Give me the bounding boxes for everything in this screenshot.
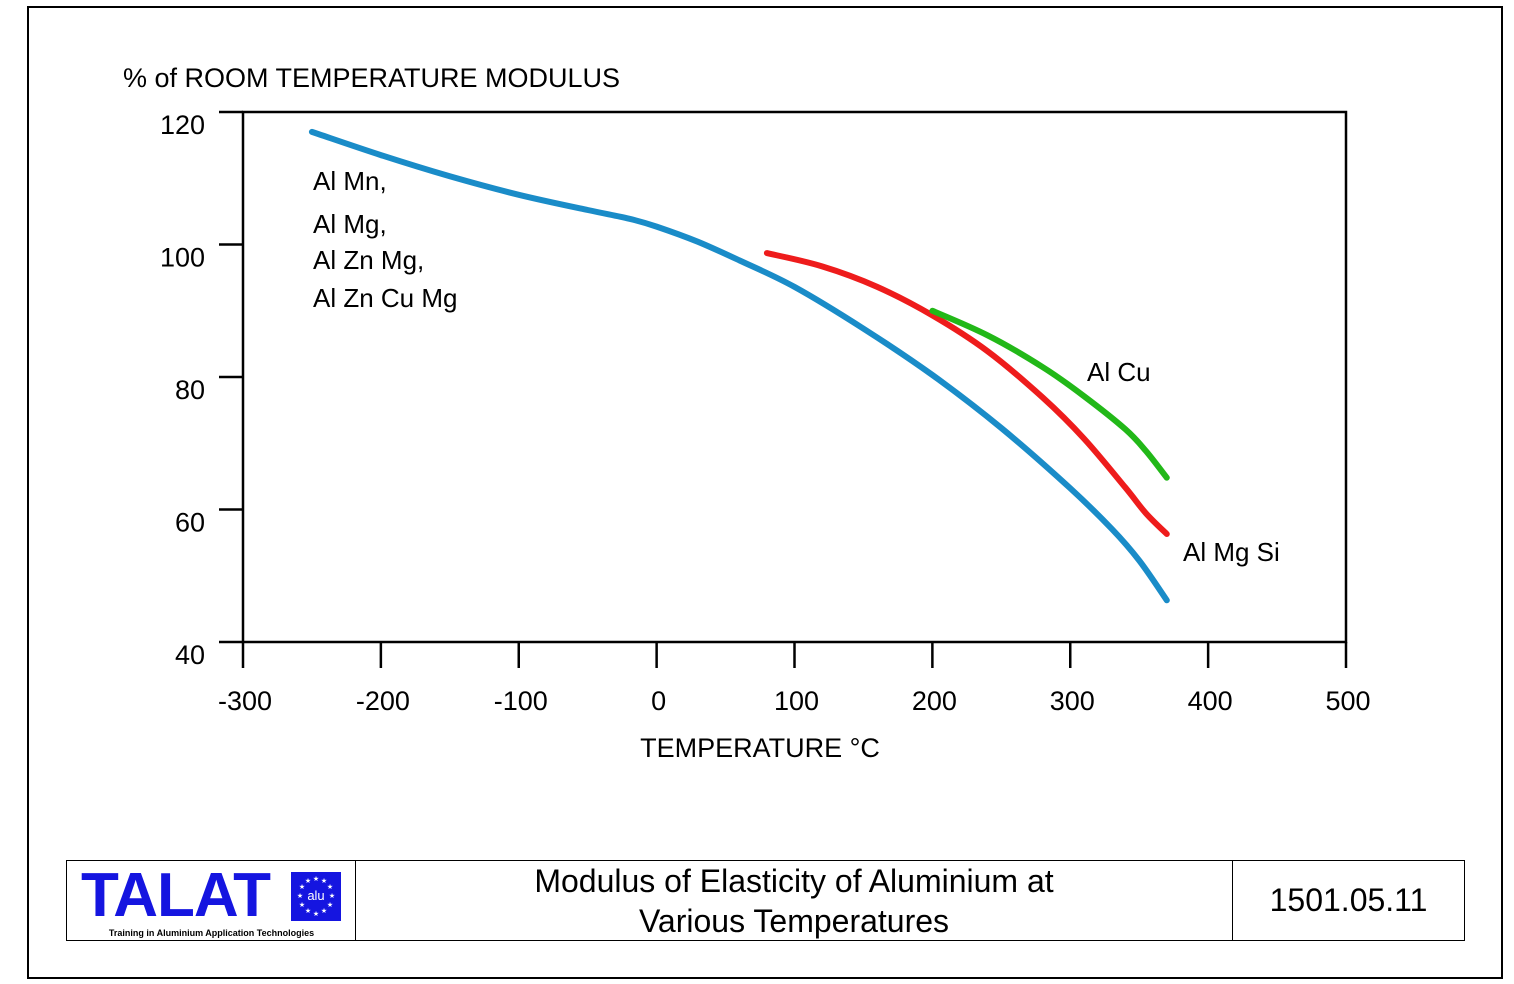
svg-text:★: ★ bbox=[321, 907, 327, 915]
label-al-zn-mg: Al Zn Mg, bbox=[313, 245, 424, 275]
svg-text:★: ★ bbox=[297, 892, 303, 900]
svg-text:★: ★ bbox=[299, 901, 305, 909]
x-axis-ticks: -300 -200 -100 0 100 200 300 400 500 bbox=[218, 642, 1371, 716]
label-al-mn: Al Mn, bbox=[313, 166, 387, 196]
y-tick-label: 40 bbox=[175, 640, 205, 670]
x-tick-label: 100 bbox=[774, 686, 819, 716]
x-tick-label: -100 bbox=[494, 686, 548, 716]
x-tick-label: 300 bbox=[1050, 686, 1095, 716]
y-tick-label: 100 bbox=[160, 243, 205, 273]
series-lines bbox=[308, 128, 1170, 604]
svg-text:★: ★ bbox=[327, 901, 333, 909]
logo-tagline: Training in Aluminium Application Techno… bbox=[108, 928, 315, 938]
eu-flag-icon: ★ ★ ★ ★ ★ ★ ★ ★ ★ ★ ★ ★ alu bbox=[291, 872, 341, 921]
figure-title: Modulus of Elasticity of Aluminium at Va… bbox=[356, 861, 1233, 940]
svg-text:★: ★ bbox=[305, 877, 311, 885]
figure-code-text: 1501.05.11 bbox=[1269, 882, 1428, 918]
svg-text:★: ★ bbox=[321, 877, 327, 885]
y-tick-label: 60 bbox=[175, 508, 205, 538]
svg-text:★: ★ bbox=[313, 875, 319, 883]
y-tick-label: 120 bbox=[160, 110, 205, 140]
svg-text:★: ★ bbox=[329, 892, 335, 900]
x-tick-label: 500 bbox=[1325, 686, 1370, 716]
series-line-al-cu bbox=[929, 307, 1170, 481]
svg-text:★: ★ bbox=[299, 883, 305, 891]
x-tick-label: 400 bbox=[1188, 686, 1233, 716]
footer-title-block: TALAT ★ ★ ★ ★ ★ ★ ★ ★ ★ ★ ★ ★ alu Training in Al… bbox=[66, 860, 1465, 941]
plot-border bbox=[241, 110, 1348, 644]
series-line-al-mg-si bbox=[763, 250, 1170, 537]
x-tick-label: -200 bbox=[356, 686, 410, 716]
figure-title-line-2: Various Temperatures bbox=[638, 902, 950, 939]
label-al-mg-si: Al Mg Si bbox=[1183, 537, 1280, 567]
y-axis-ticks: 40 60 80 100 120 bbox=[160, 110, 243, 670]
logo-badge-text: alu bbox=[307, 888, 325, 903]
page-frame bbox=[27, 6, 1503, 979]
logo-wordmark: TALAT bbox=[81, 861, 271, 930]
svg-text:★: ★ bbox=[313, 910, 319, 918]
y-axis-label: % of ROOM TEMPERATURE MODULUS bbox=[123, 63, 620, 93]
x-tick-label: 200 bbox=[912, 686, 957, 716]
series-line-al-mn-group bbox=[308, 128, 1170, 604]
talat-logo: TALAT ★ ★ ★ ★ ★ ★ ★ ★ ★ ★ ★ ★ alu Training in Al… bbox=[67, 861, 356, 940]
label-al-zn-cu-mg: Al Zn Cu Mg bbox=[313, 283, 458, 313]
x-tick-label: 0 bbox=[651, 686, 666, 716]
label-al-cu: Al Cu bbox=[1087, 357, 1151, 387]
figure-code: 1501.05.11 bbox=[1233, 861, 1464, 940]
x-tick-label: -300 bbox=[218, 686, 272, 716]
x-axis-label: TEMPERATURE °C bbox=[640, 733, 880, 763]
stars-icon: ★ ★★ ★★★ ★★★ ★★★ bbox=[297, 875, 335, 918]
figure-title-line-1: Modulus of Elasticity of Aluminium at bbox=[534, 862, 1054, 899]
svg-text:★: ★ bbox=[327, 883, 333, 891]
plot-frame bbox=[241, 110, 1348, 644]
svg-text:★: ★ bbox=[305, 907, 311, 915]
y-tick-label: 80 bbox=[175, 375, 205, 405]
label-al-mg: Al Mg, bbox=[313, 209, 387, 239]
